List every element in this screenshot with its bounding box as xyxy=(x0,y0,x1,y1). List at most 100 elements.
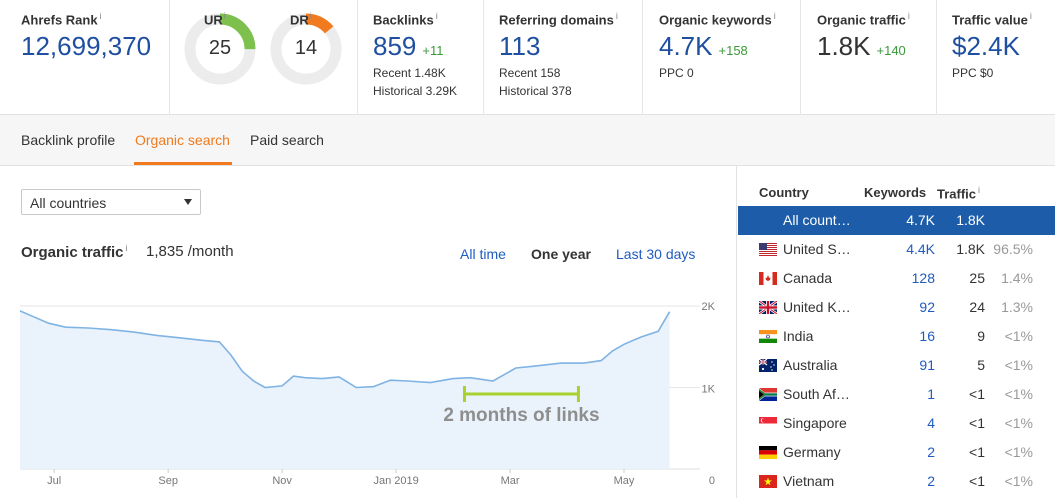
panel-divider xyxy=(736,166,737,498)
country-name[interactable]: Canada xyxy=(783,270,833,286)
header-keywords[interactable]: Keywords xyxy=(864,185,927,200)
tab-paid-search[interactable]: Paid search xyxy=(250,132,324,148)
country-row[interactable]: United K… 92 24 1.3% xyxy=(738,293,1055,322)
y-tick-label: 1K xyxy=(702,384,716,396)
country-keywords[interactable]: 128 xyxy=(911,270,935,286)
country-name[interactable]: All count… xyxy=(783,212,851,228)
country-share: 1.3% xyxy=(1001,299,1033,315)
range-one-year[interactable]: One year xyxy=(531,246,591,262)
country-share: 1.4% xyxy=(1001,270,1033,286)
country-keywords[interactable]: 91 xyxy=(919,357,935,373)
info-icon[interactable]: i xyxy=(99,11,102,21)
ahrefs-rank-value: 12,699,370 xyxy=(21,31,152,61)
country-row[interactable]: Australia 91 5 <1% xyxy=(738,351,1055,380)
info-icon[interactable]: i xyxy=(435,11,438,21)
header-country[interactable]: Country xyxy=(759,185,809,200)
organic-traffic-monthly: 1,835 /month xyxy=(146,243,234,260)
in-flag-icon xyxy=(759,330,777,343)
country-row[interactable]: Singapore 4 <1 <1% xyxy=(738,409,1055,438)
country-keywords[interactable]: 16 xyxy=(919,328,935,344)
info-icon[interactable]: i xyxy=(907,11,910,21)
country-row[interactable]: South Af… 1 <1 <1% xyxy=(738,380,1055,409)
vn-flag-icon xyxy=(759,475,777,488)
info-icon[interactable]: i xyxy=(125,243,128,253)
metric-title: Traffic value i xyxy=(952,11,1032,28)
annotation-label: 2 months of links xyxy=(443,405,599,426)
country-keywords[interactable]: 2 xyxy=(927,473,935,489)
info-icon[interactable]: i xyxy=(773,11,776,21)
country-traffic: 5 xyxy=(977,357,985,373)
country-name[interactable]: Vietnam xyxy=(783,473,835,489)
country-name[interactable]: India xyxy=(783,328,814,344)
range-last-30-days[interactable]: Last 30 days xyxy=(616,246,696,262)
y-tick-label: 0 xyxy=(709,475,715,487)
country-row[interactable]: Canada 128 25 1.4% xyxy=(738,264,1055,293)
x-tick-label: Sep xyxy=(158,475,178,487)
organic-keywords-delta: +158 xyxy=(718,43,748,58)
country-name[interactable]: Australia xyxy=(783,357,838,373)
country-select[interactable]: All countries xyxy=(21,189,201,215)
info-icon[interactable]: i xyxy=(309,11,312,21)
dr-gauge-ring xyxy=(270,13,342,85)
us-flag-icon xyxy=(759,243,777,256)
country-row[interactable]: All count… 4.7K 1.8K xyxy=(738,206,1055,235)
x-tick-label: Mar xyxy=(501,475,520,487)
dr-value: 14 xyxy=(294,37,318,59)
country-select-value: All countries xyxy=(30,195,107,211)
country-share: <1% xyxy=(1004,415,1033,431)
country-row[interactable]: Germany 2 <1 <1% xyxy=(738,438,1055,467)
metric-organic-traffic: Organic traffic i 1.8K +140 xyxy=(801,0,937,115)
country-keywords[interactable]: 4.7K xyxy=(906,212,935,228)
country-share: <1% xyxy=(1004,444,1033,460)
ur-value: 25 xyxy=(208,37,232,59)
country-name[interactable]: Singapore xyxy=(783,415,847,431)
organic-traffic-title: Organic traffic i xyxy=(21,243,128,261)
country-row[interactable]: India 16 9 <1% xyxy=(738,322,1055,351)
country-keywords[interactable]: 4 xyxy=(927,415,935,431)
x-tick-label: Jul xyxy=(47,475,61,487)
header-traffic[interactable]: Traffic i xyxy=(937,185,981,202)
country-share: <1% xyxy=(1004,473,1033,489)
info-icon[interactable]: i xyxy=(223,11,226,21)
country-name[interactable]: Germany xyxy=(783,444,841,460)
gb-flag-icon xyxy=(758,299,778,316)
metric-title: Organic keywords i xyxy=(659,11,776,28)
country-share: <1% xyxy=(1004,328,1033,344)
organic-traffic-chart: 2 months of links 2K 1K 0 Jul Sep Nov Jan 201… xyxy=(20,287,720,491)
backlinks-value[interactable]: 859 +11 xyxy=(373,31,444,61)
country-keywords[interactable]: 2 xyxy=(927,444,935,460)
country-keywords[interactable]: 1 xyxy=(927,386,935,402)
country-name[interactable]: United S… xyxy=(783,241,851,257)
ur-gauge: URi 25 xyxy=(183,11,261,101)
country-keywords[interactable]: 92 xyxy=(919,299,935,315)
referring-domains-value[interactable]: 113 xyxy=(499,31,541,61)
country-traffic: <1 xyxy=(969,473,985,489)
country-row[interactable]: Vietnam 2 <1 <1% xyxy=(738,467,1055,496)
country-share: 96.5% xyxy=(993,241,1033,257)
country-traffic: <1 xyxy=(969,415,985,431)
country-keywords[interactable]: 4.4K xyxy=(906,241,935,257)
country-name[interactable]: United K… xyxy=(783,299,851,315)
info-icon[interactable]: i xyxy=(1029,11,1032,21)
country-name[interactable]: South Af… xyxy=(783,386,850,402)
range-all-time[interactable]: All time xyxy=(460,246,506,262)
metric-title: Organic traffic i xyxy=(817,11,910,28)
tab-backlink-profile[interactable]: Backlink profile xyxy=(21,132,116,148)
metrics-bar: Ahrefs Rank i 12,699,370 URi 25 DRi 14 Ba… xyxy=(0,0,1055,115)
metric-backlinks: Backlinks i 859 +11 Recent 1.48K Historica… xyxy=(358,0,484,115)
ur-gauge-ring xyxy=(184,13,256,85)
dr-title: DRi xyxy=(290,11,312,28)
traffic-line xyxy=(20,310,671,389)
backlinks-delta: +11 xyxy=(422,43,444,58)
metric-title: Referring domains i xyxy=(499,11,618,28)
traffic-value-value[interactable]: $2.4K xyxy=(952,31,1020,61)
country-traffic: 1.8K xyxy=(956,241,985,257)
country-share: <1% xyxy=(1004,386,1033,402)
country-traffic: <1 xyxy=(969,444,985,460)
organic-keywords-value[interactable]: 4.7K +158 xyxy=(659,31,748,61)
country-row[interactable]: United S… 4.4K 1.8K 96.5% xyxy=(738,235,1055,264)
metric-organic-keywords: Organic keywords i 4.7K +158 PPC 0 xyxy=(643,0,801,115)
tab-organic-search[interactable]: Organic search xyxy=(135,132,230,148)
info-icon[interactable]: i xyxy=(978,185,981,195)
info-icon[interactable]: i xyxy=(615,11,618,21)
